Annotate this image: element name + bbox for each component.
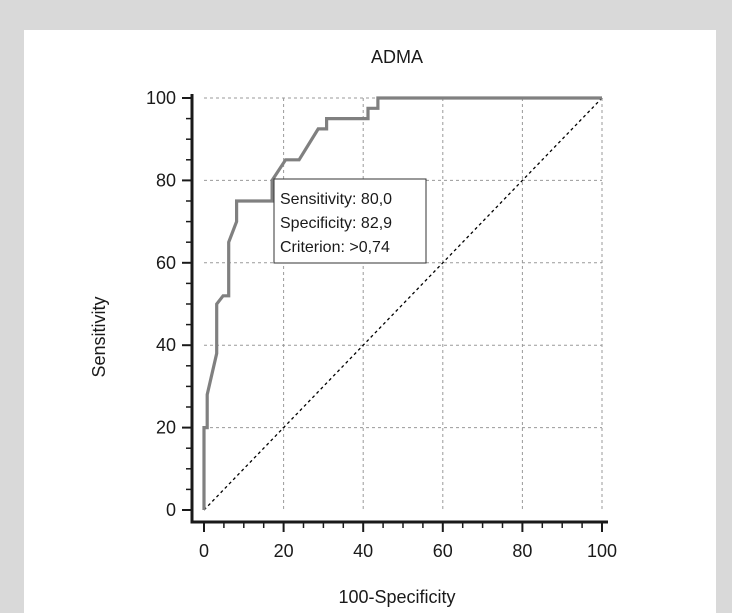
y-tick-label: 60 (156, 253, 176, 273)
annotation-line-criterion: Criterion: >0,74 (280, 239, 390, 256)
annotation-line-sensitivity: Sensitivity: 80,0 (280, 191, 392, 208)
diagonal-reference-line (204, 98, 602, 510)
x-axis-label: 100-Specificity (338, 587, 455, 607)
y-tick-label: 40 (156, 335, 176, 355)
annotation-line-specificity: Specificity: 82,9 (280, 215, 392, 232)
roc-chart: 0 20 40 60 80 100 0 20 40 60 80 100 ADMA 100-Specif… (24, 30, 716, 613)
x-tick-label: 80 (512, 541, 532, 561)
reference-line (204, 98, 602, 510)
chart-title: ADMA (371, 47, 423, 67)
y-tick-label: 0 (166, 500, 176, 520)
x-tick-label: 0 (199, 541, 209, 561)
y-tick-label: 80 (156, 170, 176, 190)
criterion-annotation: Sensitivity: 80,0 Specificity: 82,9 Crit… (274, 179, 426, 263)
x-tick-label: 20 (274, 541, 294, 561)
chart-panel: 0 20 40 60 80 100 0 20 40 60 80 100 ADMA 100-Specif… (24, 30, 716, 613)
y-axis-label: Sensitivity (89, 296, 109, 377)
x-tick-label: 100 (587, 541, 617, 561)
y-tick-label: 100 (146, 88, 176, 108)
x-tick-label: 60 (433, 541, 453, 561)
x-tick-label: 40 (353, 541, 373, 561)
y-tick-label: 20 (156, 418, 176, 438)
